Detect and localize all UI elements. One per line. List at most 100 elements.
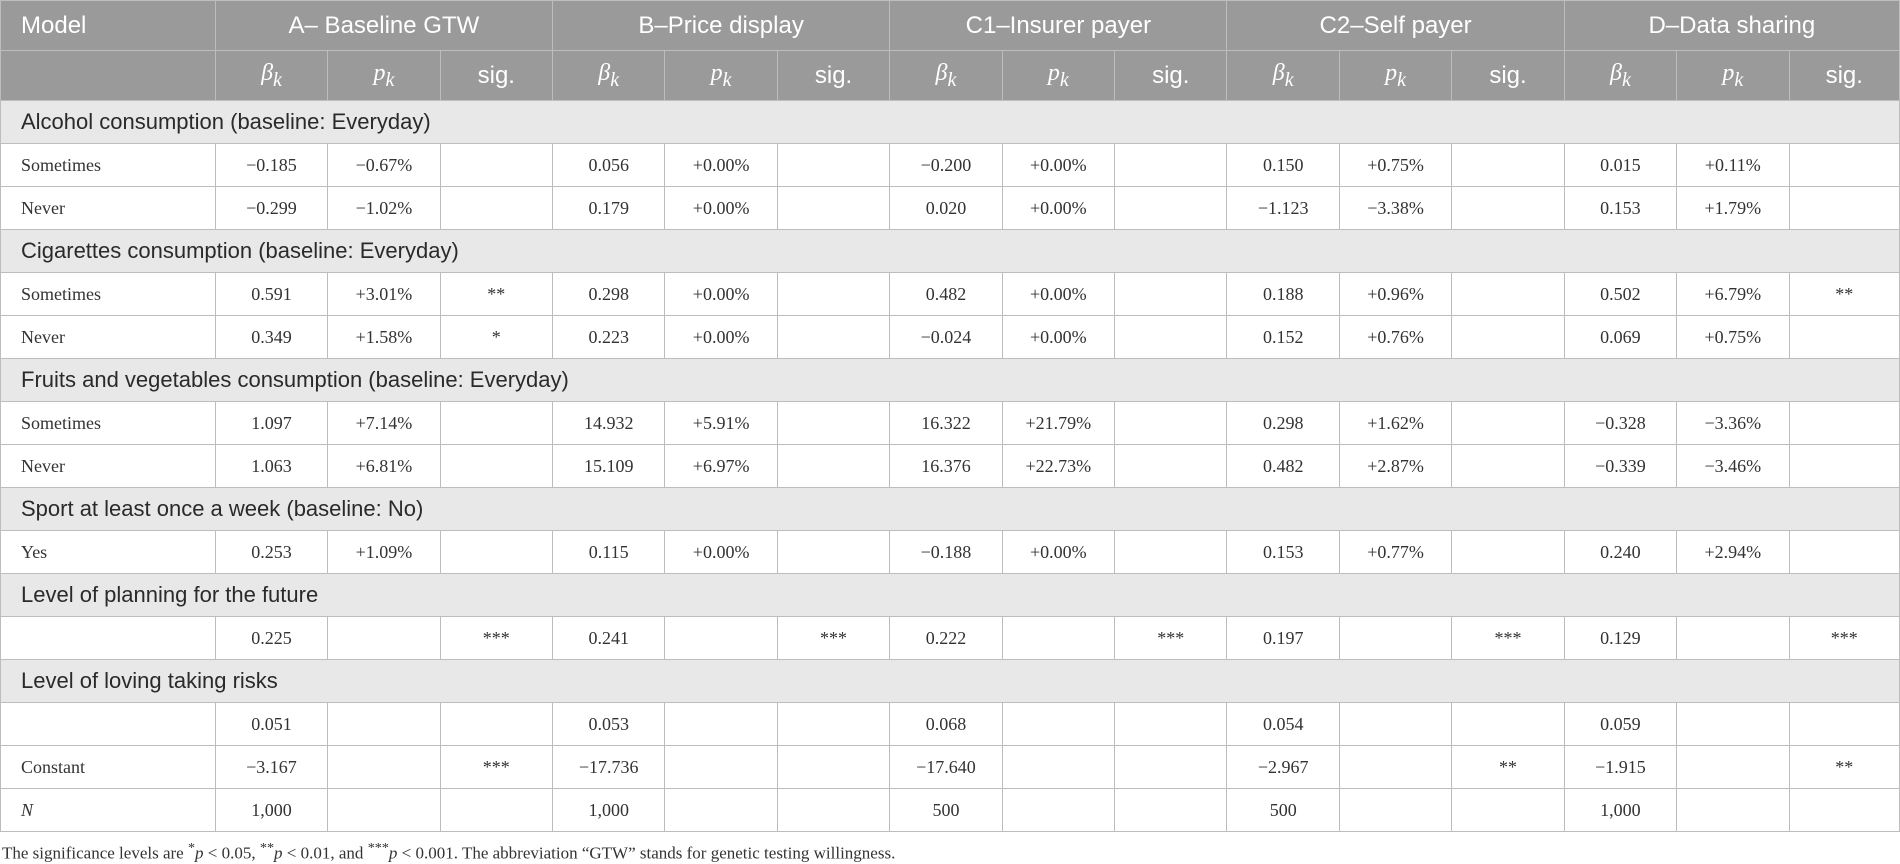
section-header-row: Sport at least once a week (baseline: No… [0, 487, 1900, 531]
beta-value: −2.967 [1226, 745, 1340, 789]
p-header: pk [327, 50, 441, 101]
beta-value: 0.222 [889, 616, 1003, 660]
sig-value [1788, 186, 1900, 230]
table-row: Never −0.299 −1.02% 0.179 +0.00% 0.020 +0.00% −… [0, 186, 1900, 230]
sig-value [1451, 702, 1565, 746]
p-value [327, 616, 441, 660]
beta-value: 1,000 [214, 788, 329, 832]
p-value: +21.79% [1001, 401, 1116, 445]
beta-value: 0.068 [889, 702, 1003, 746]
beta-value: −0.328 [1563, 401, 1678, 445]
p-value: +0.77% [1338, 530, 1453, 574]
p-value [327, 702, 441, 746]
footnote-text: < 0.001. The abbreviation “GTW” stands f… [397, 843, 896, 863]
row-label: Constant [0, 745, 216, 789]
section-title: Level of planning for the future [0, 573, 1900, 617]
p-value: +0.00% [664, 186, 778, 230]
p-value: +6.79% [1676, 272, 1790, 316]
beta-value: −0.185 [214, 143, 329, 187]
p-value: +0.00% [1001, 186, 1116, 230]
p-value [1676, 745, 1790, 789]
beta-value: 15.109 [552, 444, 666, 488]
sig-value [1788, 530, 1900, 574]
p-value [1001, 702, 1116, 746]
sig-value [1114, 702, 1228, 746]
sig-value [1114, 530, 1228, 574]
sig-value [1114, 143, 1228, 187]
group-header: B–Price display [552, 0, 891, 51]
sig-header: sig. [1788, 50, 1900, 101]
row-label: Yes [0, 530, 216, 574]
sig-value [776, 530, 891, 574]
beta-value: −1.123 [1226, 186, 1340, 230]
row-label [0, 616, 216, 660]
p-value: +0.75% [1676, 315, 1790, 359]
beta-value: 0.152 [1226, 315, 1340, 359]
beta-value: 0.298 [552, 272, 666, 316]
p-value: +0.00% [664, 315, 778, 359]
sig-value [776, 444, 891, 488]
beta-value: 0.197 [1226, 616, 1340, 660]
table-row: Sometimes 1.097 +7.14% 14.932 +5.91% 16.322 +2… [0, 401, 1900, 445]
beta-value: 0.240 [1563, 530, 1678, 574]
p-value: −3.36% [1676, 401, 1790, 445]
sig-value [1788, 315, 1900, 359]
sig-value [1451, 444, 1565, 488]
beta-value: 0.179 [552, 186, 666, 230]
sig-header: sig. [1114, 50, 1228, 101]
beta-value: −0.200 [889, 143, 1003, 187]
group-header: C2–Self payer [1226, 0, 1565, 51]
footnote-star: *** [367, 840, 389, 856]
beta-header: βk [552, 50, 666, 101]
p-value: +2.94% [1676, 530, 1790, 574]
sig-value [439, 444, 554, 488]
p-header: pk [1001, 50, 1116, 101]
group-header: D–Data sharing [1563, 0, 1900, 51]
sig-value [1451, 530, 1565, 574]
footnote-p: p [274, 843, 283, 863]
sig-value [439, 186, 554, 230]
p-value [664, 788, 778, 832]
p-value [1676, 616, 1790, 660]
beta-value: 0.153 [1226, 530, 1340, 574]
beta-value: 0.129 [1563, 616, 1678, 660]
sig-value [1451, 315, 1565, 359]
section-header-row: Alcohol consumption (baseline: Everyday) [0, 100, 1900, 144]
section-header-row: Cigarettes consumption (baseline: Everyd… [0, 229, 1900, 273]
sig-value [1788, 401, 1900, 445]
regression-table: Model A– Baseline GTW B–Price display C1… [0, 0, 1900, 832]
row-label: Never [0, 186, 216, 230]
beta-value: 500 [889, 788, 1003, 832]
section-header-row: Fruits and vegetables consumption (basel… [0, 358, 1900, 402]
sig-value [776, 788, 891, 832]
p-value: +0.76% [1338, 315, 1453, 359]
p-value: +0.75% [1338, 143, 1453, 187]
row-label: N [0, 788, 216, 832]
sig-header: sig. [439, 50, 554, 101]
row-label: Sometimes [0, 272, 216, 316]
sig-value [1114, 788, 1228, 832]
beta-header: βk [1563, 50, 1678, 101]
beta-value: −0.299 [214, 186, 329, 230]
p-value: +0.00% [664, 530, 778, 574]
p-value: +1.58% [327, 315, 441, 359]
beta-value: 0.051 [214, 702, 329, 746]
table-row: Constant −3.167 *** −17.736 −17.640 −2.967 ** −… [0, 745, 1900, 789]
sig-value [1788, 788, 1900, 832]
p-value [664, 702, 778, 746]
p-value: +0.11% [1676, 143, 1790, 187]
p-value [1338, 616, 1453, 660]
table-row: Never 0.349 +1.58% * 0.223 +0.00% −0.024 +0.00%… [0, 315, 1900, 359]
sig-value: *** [439, 616, 554, 660]
section-title: Level of loving taking risks [0, 659, 1900, 703]
beta-value: 0.241 [552, 616, 666, 660]
sig-value [1114, 745, 1228, 789]
p-value: +5.91% [664, 401, 778, 445]
p-value [1001, 616, 1116, 660]
sig-value [1114, 401, 1228, 445]
subheader-blank [0, 50, 216, 101]
section-title: Fruits and vegetables consumption (basel… [0, 358, 1900, 402]
sig-value [439, 143, 554, 187]
beta-header: βk [1226, 50, 1340, 101]
beta-value: 0.020 [889, 186, 1003, 230]
